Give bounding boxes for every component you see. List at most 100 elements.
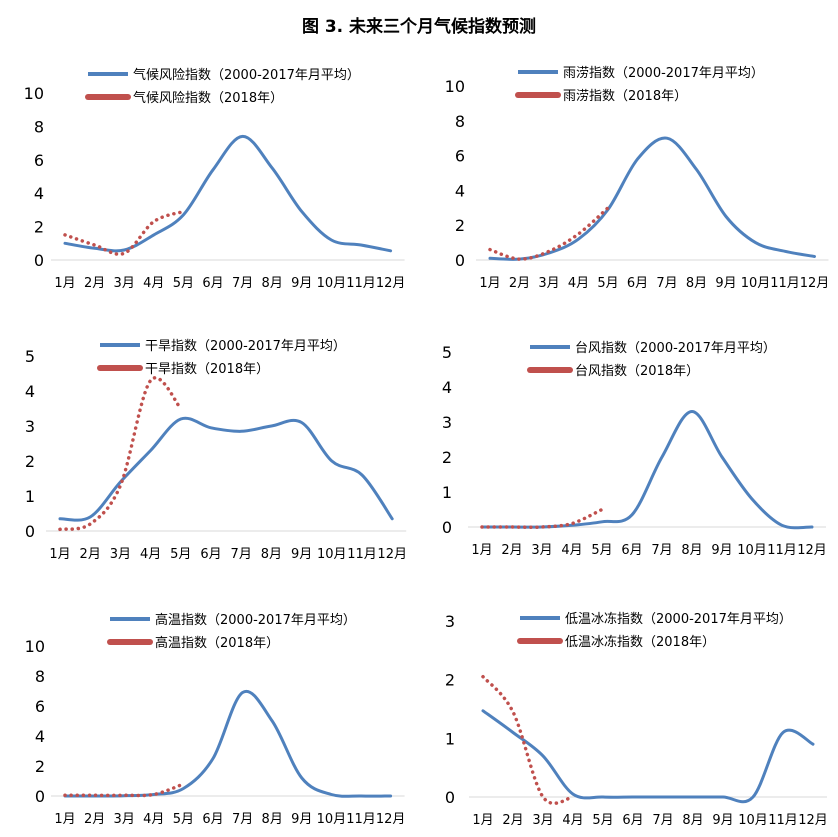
series-line-average	[480, 409, 814, 530]
x-tick-label: 4月	[143, 812, 164, 827]
legend-label: 干旱指数（2018年）	[145, 362, 269, 377]
y-tick-label: 10	[445, 77, 465, 96]
x-tick-label: 4月	[140, 547, 161, 562]
x-tick-label: 12月	[376, 812, 406, 827]
x-tick-label: 6月	[622, 813, 643, 828]
figure-title: 图 3. 未来三个月气候指数预测	[301, 17, 537, 37]
x-tick-label: 9月	[291, 276, 312, 291]
y-tick-label: 0	[442, 518, 452, 537]
x-tick-label: 3月	[531, 543, 552, 558]
legend-label: 高温指数（2018年）	[155, 635, 279, 651]
y-tick-label: 8	[35, 667, 45, 686]
x-tick-label: 11月	[767, 543, 797, 558]
x-tick-label: 1月	[479, 276, 500, 291]
series-line-2018	[481, 674, 575, 805]
y-tick-label: 5	[442, 343, 452, 362]
x-tick-label: 2月	[502, 813, 523, 828]
x-tick-label: 7月	[652, 813, 673, 828]
legend-label: 低温冰冻指数（2018年）	[565, 634, 715, 650]
x-tick-label: 5月	[591, 543, 612, 558]
x-tick-label: 8月	[261, 547, 282, 562]
y-tick-label: 0	[34, 251, 44, 270]
x-tick-label: 3月	[110, 547, 131, 562]
x-tick-label: 12月	[377, 547, 407, 562]
y-tick-label: 2	[35, 757, 45, 776]
x-tick-label: 10月	[317, 547, 347, 562]
y-tick-label: 5	[25, 347, 35, 366]
y-tick-label: 10	[24, 84, 44, 103]
x-tick-label: 7月	[656, 276, 677, 291]
series-line-2018	[58, 376, 183, 532]
x-tick-label: 3月	[538, 276, 559, 291]
x-tick-label: 3月	[114, 812, 135, 827]
chart-panel-3: 0 1 2 3 4 5 1月 2月 3月 4月 5月 6月 7月 8月 9月 10月 11月 12月 干旱指数（20…	[25, 339, 407, 562]
x-tick-label: 6月	[627, 276, 648, 291]
x-tick-label: 12月	[376, 276, 406, 291]
y-tick-label: 1	[25, 487, 35, 506]
x-tick-label: 2月	[84, 812, 105, 827]
x-tick-label: 3月	[532, 813, 553, 828]
x-tick-label: 12月	[797, 543, 827, 558]
x-tick-label: 1月	[472, 813, 493, 828]
x-tick-label: 5月	[170, 547, 191, 562]
y-tick-label: 3	[445, 612, 455, 631]
x-tick-label: 10月	[738, 813, 768, 828]
x-tick-label: 9月	[291, 547, 312, 562]
legend-label: 低温冰冻指数（2000-2017年月平均）	[565, 611, 792, 627]
x-tick-label: 1月	[49, 547, 70, 562]
x-tick-label: 5月	[173, 276, 194, 291]
x-tick-label: 10月	[317, 276, 347, 291]
y-tick-label: 2	[445, 671, 455, 690]
legend-label: 台风指数（2000-2017年月平均）	[575, 341, 776, 356]
y-tick-label: 2	[442, 448, 452, 467]
x-tick-label: 5月	[173, 812, 194, 827]
y-tick-label: 2	[455, 216, 465, 235]
x-tick-label: 1月	[54, 276, 75, 291]
legend-label: 干旱指数（2000-2017年月平均）	[145, 339, 346, 354]
series-line-2018	[480, 507, 604, 530]
y-tick-label: 1	[445, 729, 455, 748]
x-tick-label: 3月	[114, 276, 135, 291]
x-tick-label: 5月	[597, 276, 618, 291]
y-tick-label: 6	[34, 151, 44, 170]
y-tick-label: 2	[34, 218, 44, 237]
y-tick-label: 0	[455, 251, 465, 270]
series-line-average	[58, 416, 394, 522]
x-tick-label: 2月	[501, 543, 522, 558]
x-tick-label: 9月	[291, 812, 312, 827]
x-tick-label: 9月	[712, 813, 733, 828]
x-tick-label: 7月	[232, 812, 253, 827]
x-tick-label: 12月	[800, 276, 830, 291]
x-tick-label: 8月	[682, 813, 703, 828]
x-tick-label: 2月	[84, 276, 105, 291]
x-tick-label: 5月	[592, 813, 613, 828]
x-tick-label: 2月	[509, 276, 530, 291]
y-tick-label: 4	[442, 378, 452, 397]
chart-panel-4: 0 1 2 3 4 5 1月 2月 3月 4月 5月 6月 7月 8月 9月 10月 11月 12月 台风指数（20…	[442, 341, 827, 558]
y-tick-label: 8	[34, 117, 44, 136]
chart-panel-2: 0 2 4 6 8 10 1月 2月 3月 4月 5月 6月 7月 8月 9月 10月 11月 12月 雨涝指数（2…	[445, 65, 830, 291]
y-tick-label: 2	[25, 452, 35, 471]
x-tick-label: 11月	[770, 276, 800, 291]
legend-label: 高温指数（2000-2017年月平均）	[155, 612, 356, 628]
x-tick-label: 6月	[621, 543, 642, 558]
y-tick-label: 4	[25, 382, 35, 401]
x-tick-label: 12月	[798, 813, 828, 828]
x-tick-label: 6月	[202, 812, 223, 827]
y-tick-label: 3	[25, 417, 35, 436]
x-tick-label: 4月	[562, 813, 583, 828]
y-tick-label: 4	[455, 181, 465, 200]
x-tick-label: 6月	[200, 547, 221, 562]
y-tick-label: 4	[34, 184, 44, 203]
x-tick-label: 9月	[715, 276, 736, 291]
legend-label: 雨涝指数（2018年）	[563, 88, 687, 104]
y-tick-label: 0	[25, 522, 35, 541]
y-tick-label: 6	[35, 697, 45, 716]
y-tick-label: 1	[442, 483, 452, 502]
x-tick-label: 8月	[262, 276, 283, 291]
series-line-2018	[63, 782, 186, 798]
series-line-average	[488, 136, 816, 261]
series-line-average	[63, 134, 393, 253]
y-tick-label: 0	[445, 788, 455, 807]
